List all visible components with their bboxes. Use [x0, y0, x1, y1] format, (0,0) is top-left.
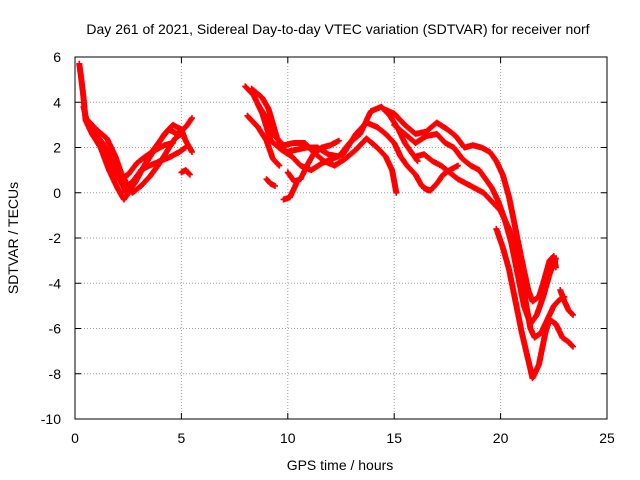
series-track-18	[493, 225, 576, 382]
y-tick-label: 0	[53, 185, 61, 201]
x-tick-label: 0	[71, 430, 79, 446]
y-tick-label: 2	[53, 140, 61, 156]
point-markers	[244, 112, 283, 169]
series-track-6	[178, 167, 193, 178]
point-markers	[412, 151, 568, 341]
point-markers	[263, 176, 278, 189]
series-track-19	[557, 287, 576, 318]
point-markers	[284, 137, 342, 185]
series-track-15	[391, 121, 559, 327]
series-track-11	[263, 176, 278, 189]
x-tick-label: 10	[280, 430, 296, 446]
series-track-17	[421, 162, 461, 194]
data-points	[76, 60, 576, 382]
point-markers	[178, 167, 193, 178]
y-tick-label: -8	[49, 366, 62, 382]
point-markers	[280, 180, 300, 203]
x-axis-label: GPS time / hours	[287, 457, 394, 473]
point-markers	[421, 162, 461, 194]
x-tick-label: 5	[178, 430, 186, 446]
y-axis-label: SDTVAR / TECUs	[5, 182, 21, 294]
point-markers	[493, 225, 576, 382]
x-tick-label: 15	[386, 430, 402, 446]
point-markers	[93, 130, 185, 196]
y-tick-label: -2	[49, 230, 62, 246]
point-markers	[380, 106, 559, 305]
x-tick-label: 25	[599, 430, 615, 446]
series-track-13	[280, 180, 300, 203]
series-track-5	[93, 130, 185, 196]
point-markers	[391, 121, 559, 327]
series-track-10	[244, 112, 283, 169]
series-track-9	[255, 101, 400, 196]
x-tick-label: 20	[493, 430, 509, 446]
y-tick-label: 4	[53, 94, 61, 110]
point-markers	[557, 287, 576, 318]
chart-title: Day 261 of 2021, Sidereal Day-to-day VTE…	[86, 21, 589, 37]
y-tick-label: -10	[41, 411, 61, 427]
point-markers	[255, 101, 400, 196]
y-tick-label: 6	[53, 49, 61, 65]
series-track-12	[284, 137, 342, 185]
series-track-14	[380, 106, 559, 305]
y-tick-label: -4	[49, 275, 62, 291]
series-track-16	[412, 151, 568, 341]
y-tick-label: -6	[49, 321, 62, 337]
axis-ticks: 0 5 10 15 20 25 -10 -8 -6 -4 -2 0 2 4 6	[41, 49, 615, 446]
